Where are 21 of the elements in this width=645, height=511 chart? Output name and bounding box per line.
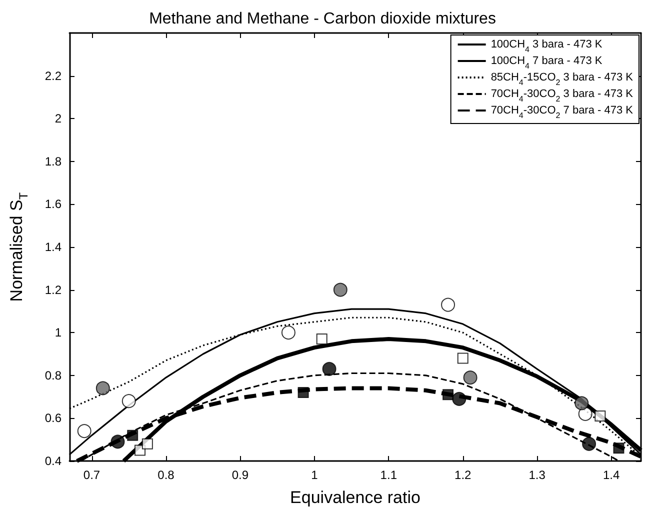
y-tick-label: 1 (54, 326, 62, 340)
x-tick-label: 1.4 (602, 468, 620, 482)
y-tick-label: 2.2 (44, 68, 62, 83)
x-tick-label: 1.3 (528, 468, 546, 482)
x-axis-title: Equivalence ratio (290, 488, 420, 507)
y-tick-label: 1.4 (44, 240, 62, 254)
x-tick-label: 1.2 (454, 468, 472, 482)
y-tick-label: 0.6 (44, 411, 62, 426)
y-tick-label: 1.6 (44, 197, 62, 212)
chart-title: Methane and Methane - Carbon dioxide mixtures (149, 10, 496, 28)
x-tick-label: 0.9 (232, 468, 249, 482)
y-tick-label: 0.8 (44, 368, 62, 382)
y-axis-title: Normalised ST (7, 192, 30, 302)
y-tick-label: 2 (54, 112, 62, 126)
y-tick-label: 0.4 (44, 454, 62, 468)
x-tick-label: 1.1 (380, 468, 398, 482)
x-tick-label: 1 (311, 468, 318, 482)
y-tick-label: 1.2 (44, 282, 62, 297)
x-tick-label: 0.7 (83, 468, 100, 482)
x-tick-label: 0.8 (158, 468, 175, 482)
y-tick-label: 1.8 (44, 154, 62, 168)
